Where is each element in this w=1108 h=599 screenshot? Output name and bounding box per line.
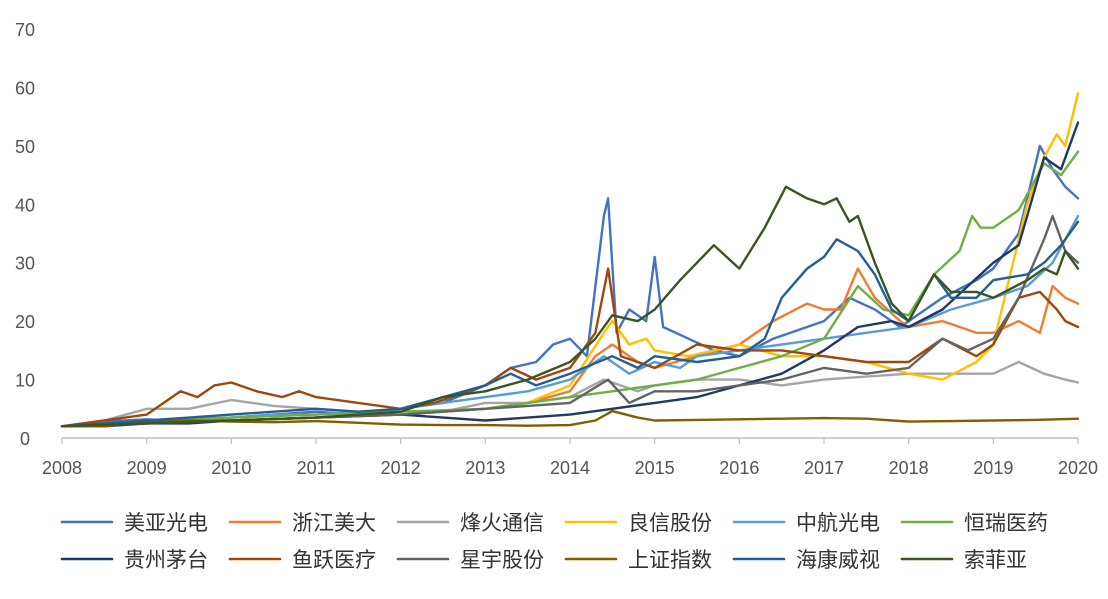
legend-label: 中航光电	[796, 511, 880, 535]
x-tick-label: 2014	[550, 458, 590, 478]
legend-item: 恒瑞医药	[900, 511, 1048, 535]
legend-label: 索菲亚	[964, 548, 1027, 572]
y-tick-label: 70	[15, 20, 35, 40]
y-tick-label: 30	[15, 254, 35, 274]
legend-item: 贵州茅台	[60, 548, 208, 572]
legend-item: 美亚光电	[60, 511, 208, 535]
x-tick-label: 2013	[465, 458, 505, 478]
legend-item: 索菲亚	[900, 548, 1027, 572]
x-tick-label: 2011	[297, 458, 336, 478]
x-tick-label: 2008	[42, 458, 82, 478]
legend-item: 星宇股份	[396, 548, 544, 572]
y-tick-label: 10	[15, 371, 35, 391]
legend-item: 鱼跃医疗	[228, 548, 376, 572]
legend-label: 贵州茅台	[124, 548, 208, 572]
x-tick-label: 2019	[973, 458, 1013, 478]
legend-item: 上证指数	[564, 548, 712, 572]
x-tick-label: 2017	[804, 458, 844, 478]
y-tick-label: 0	[20, 429, 30, 449]
series-line-11	[60, 220, 1080, 428]
legend-label: 烽火通信	[460, 511, 544, 535]
x-tick-label: 2015	[635, 458, 675, 478]
series-line-12	[60, 185, 1080, 428]
y-tick-label: 20	[15, 312, 35, 332]
legend-label: 浙江美大	[292, 511, 376, 535]
y-tick-label: 40	[15, 195, 35, 215]
x-tick-label: 2016	[719, 458, 759, 478]
legend-label: 海康威视	[796, 548, 880, 572]
series-lines	[60, 92, 1080, 428]
legend-label: 鱼跃医疗	[292, 548, 376, 572]
series-line-4	[60, 92, 1080, 428]
legend-item: 烽火通信	[396, 511, 544, 535]
legend-item: 浙江美大	[228, 511, 376, 535]
legend-label: 良信股份	[628, 511, 712, 535]
legend-label: 美亚光电	[124, 511, 208, 535]
x-tick-label: 2010	[211, 458, 251, 478]
x-tick-label: 2020	[1058, 458, 1098, 478]
series-line-5	[60, 214, 1080, 428]
y-tick-label: 60	[15, 78, 35, 98]
y-axis: 0 10 20 30 40 50 60 70	[15, 20, 35, 449]
legend-label: 上证指数	[628, 548, 712, 572]
y-tick-label: 50	[15, 137, 35, 157]
x-axis: 2008 2009 2010 2011 2012 2013 2014 2015 2016 2017…	[42, 437, 1098, 478]
legend-label: 星宇股份	[460, 548, 544, 572]
x-tick-label: 2009	[127, 458, 167, 478]
series-line-6	[60, 150, 1080, 428]
legend-item: 中航光电	[732, 511, 880, 535]
legend-item: 海康威视	[732, 548, 880, 572]
series-line-9	[60, 214, 1080, 428]
x-tick-label: 2018	[889, 458, 929, 478]
legend-label: 恒瑞医药	[964, 511, 1048, 535]
x-tick-label: 2012	[381, 458, 421, 478]
series-line-3	[60, 360, 1080, 428]
legend-item: 良信股份	[564, 511, 712, 535]
series-line-10	[60, 409, 1080, 428]
